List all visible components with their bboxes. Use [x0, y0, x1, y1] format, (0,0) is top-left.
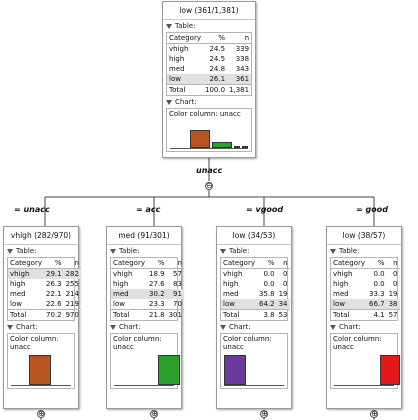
node-title: low (34/53)	[217, 227, 291, 245]
node-table: Category% n vhigh 18.9 57 high 27.6 83 med 30.…	[111, 258, 184, 320]
node-table: Category% n vhigh 0.0 0 high 0.0 0 med 35.8 19 …	[221, 258, 290, 320]
node-chart: Color column: unacc	[7, 333, 75, 389]
table-row: vhigh 18.9 57	[113, 270, 182, 278]
node-chart: Color column: unacc	[110, 333, 180, 389]
collapse-node-icon[interactable]: ⊖	[205, 181, 213, 190]
table-section-toggle[interactable]: Table:	[330, 247, 398, 256]
child-node[interactable]: vhigh (282/970) Table: Category% n vhigh 2…	[3, 226, 81, 409]
split-attribute-label: unacc	[196, 166, 223, 175]
node-chart: Color column: unacc	[166, 108, 252, 152]
node-chart: Color column: unacc	[330, 333, 400, 389]
edge-label: = good	[356, 205, 388, 214]
chart-bar	[224, 355, 246, 385]
table-row: low 66.7 38	[331, 299, 400, 310]
collapse-triangle-icon	[7, 325, 13, 330]
table-row: vhigh 0.0 0	[223, 270, 288, 278]
table-section-toggle[interactable]: Table:	[110, 247, 178, 256]
table-row: vhigh 24.5 339	[169, 45, 250, 53]
node-title: med (91/301)	[107, 227, 181, 245]
chart-bar	[234, 146, 240, 148]
chart-section-toggle[interactable]: Chart:	[166, 98, 252, 107]
edge-label: = vgood	[246, 205, 284, 214]
collapse-triangle-icon	[110, 249, 116, 254]
expand-node-icon[interactable]: ⊕	[370, 409, 378, 418]
node-title: low (361/1,381)	[163, 2, 255, 20]
table-section-toggle[interactable]: Table:	[166, 22, 252, 31]
table-row: high 0.0 0	[333, 280, 398, 288]
chart-caption: Color column: unacc	[113, 335, 162, 351]
collapse-triangle-icon	[7, 249, 13, 254]
table-row: vhigh 29.1 282	[8, 268, 81, 279]
table-row: med 30.2 91	[111, 289, 184, 299]
chart-bar	[212, 142, 232, 148]
table-row: med 33.3 19	[333, 290, 398, 298]
chart-section-toggle[interactable]: Chart:	[7, 323, 75, 332]
child-node[interactable]: low (38/57) Table: Category% n vhigh 0.0 0 …	[326, 226, 402, 409]
table-row: low 22.6 219	[10, 300, 79, 308]
chart-bar	[190, 130, 210, 148]
collapse-triangle-icon	[166, 24, 172, 29]
chart-bar	[158, 355, 180, 385]
table-total-row: Total 21.8 301	[111, 309, 184, 320]
chart-section-toggle[interactable]: Chart:	[220, 323, 288, 332]
chart-caption: Color column: unacc	[223, 335, 272, 351]
table-total-row: Total 3.8 53	[221, 309, 290, 320]
node-title: low (38/57)	[327, 227, 401, 245]
table-row: high 24.5 338	[169, 55, 250, 63]
collapse-triangle-icon	[110, 325, 116, 330]
table-total-row: Total 70.2 970	[8, 309, 81, 320]
chart-caption: Color column: unacc	[333, 335, 382, 351]
edge-label: = acc	[136, 205, 161, 214]
table-row: med 24.8 343	[169, 65, 250, 73]
collapse-triangle-icon	[330, 325, 336, 330]
edge-label: = unacc	[14, 205, 50, 214]
node-title: vhigh (282/970)	[4, 227, 78, 245]
node-table: Category% n vhigh 0.0 0 high 0.0 0 med 33.3 19 …	[331, 258, 400, 320]
child-node[interactable]: low (34/53) Table: Category% n vhigh 0.0 0 …	[216, 226, 292, 409]
table-total-row: Total 100.0 1,381	[167, 84, 252, 95]
table-row: med 35.8 19	[223, 290, 288, 298]
table-row: med 22.1 214	[10, 290, 79, 298]
table-section-toggle[interactable]: Table:	[7, 247, 75, 256]
expand-node-icon[interactable]: ⊕	[260, 409, 268, 418]
chart-section-toggle[interactable]: Chart:	[330, 323, 398, 332]
chart-caption: Color column: unacc	[169, 110, 241, 118]
expand-node-icon[interactable]: ⊕	[150, 409, 158, 418]
chart-section-toggle[interactable]: Chart:	[110, 323, 178, 332]
node-chart: Color column: unacc	[220, 333, 288, 389]
root-node[interactable]: low (361/1,381) Table: Category % n vhig…	[162, 1, 256, 158]
chart-bar	[380, 355, 400, 385]
collapse-triangle-icon	[330, 249, 336, 254]
chart-bar	[242, 146, 248, 148]
table-row: high 0.0 0	[223, 280, 288, 288]
child-node[interactable]: med (91/301) Table: Category% n vhigh 18.9…	[106, 226, 184, 409]
collapse-triangle-icon	[220, 325, 226, 330]
table-row: high 26.3 255	[10, 280, 79, 288]
expand-node-icon[interactable]: ⊕	[37, 409, 45, 418]
collapse-triangle-icon	[220, 249, 226, 254]
node-table: Category % n vhigh 24.5 339 high 24.5 338 me…	[167, 33, 252, 95]
table-row: high 27.6 83	[113, 280, 182, 288]
node-table: Category% n vhigh 29.1 282 high 26.3 255 med 2…	[8, 258, 81, 320]
table-row: low 64.2 34	[221, 299, 290, 310]
collapse-triangle-icon	[166, 100, 172, 105]
table-row: vhigh 0.0 0	[333, 270, 398, 278]
table-row: low 26.1 361	[167, 74, 252, 85]
chart-bar	[29, 355, 51, 385]
table-section-toggle[interactable]: Table:	[220, 247, 288, 256]
table-total-row: Total 4.1 57	[331, 309, 400, 320]
table-row: low 23.3 70	[113, 300, 182, 308]
chart-caption: Color column: unacc	[10, 335, 59, 351]
